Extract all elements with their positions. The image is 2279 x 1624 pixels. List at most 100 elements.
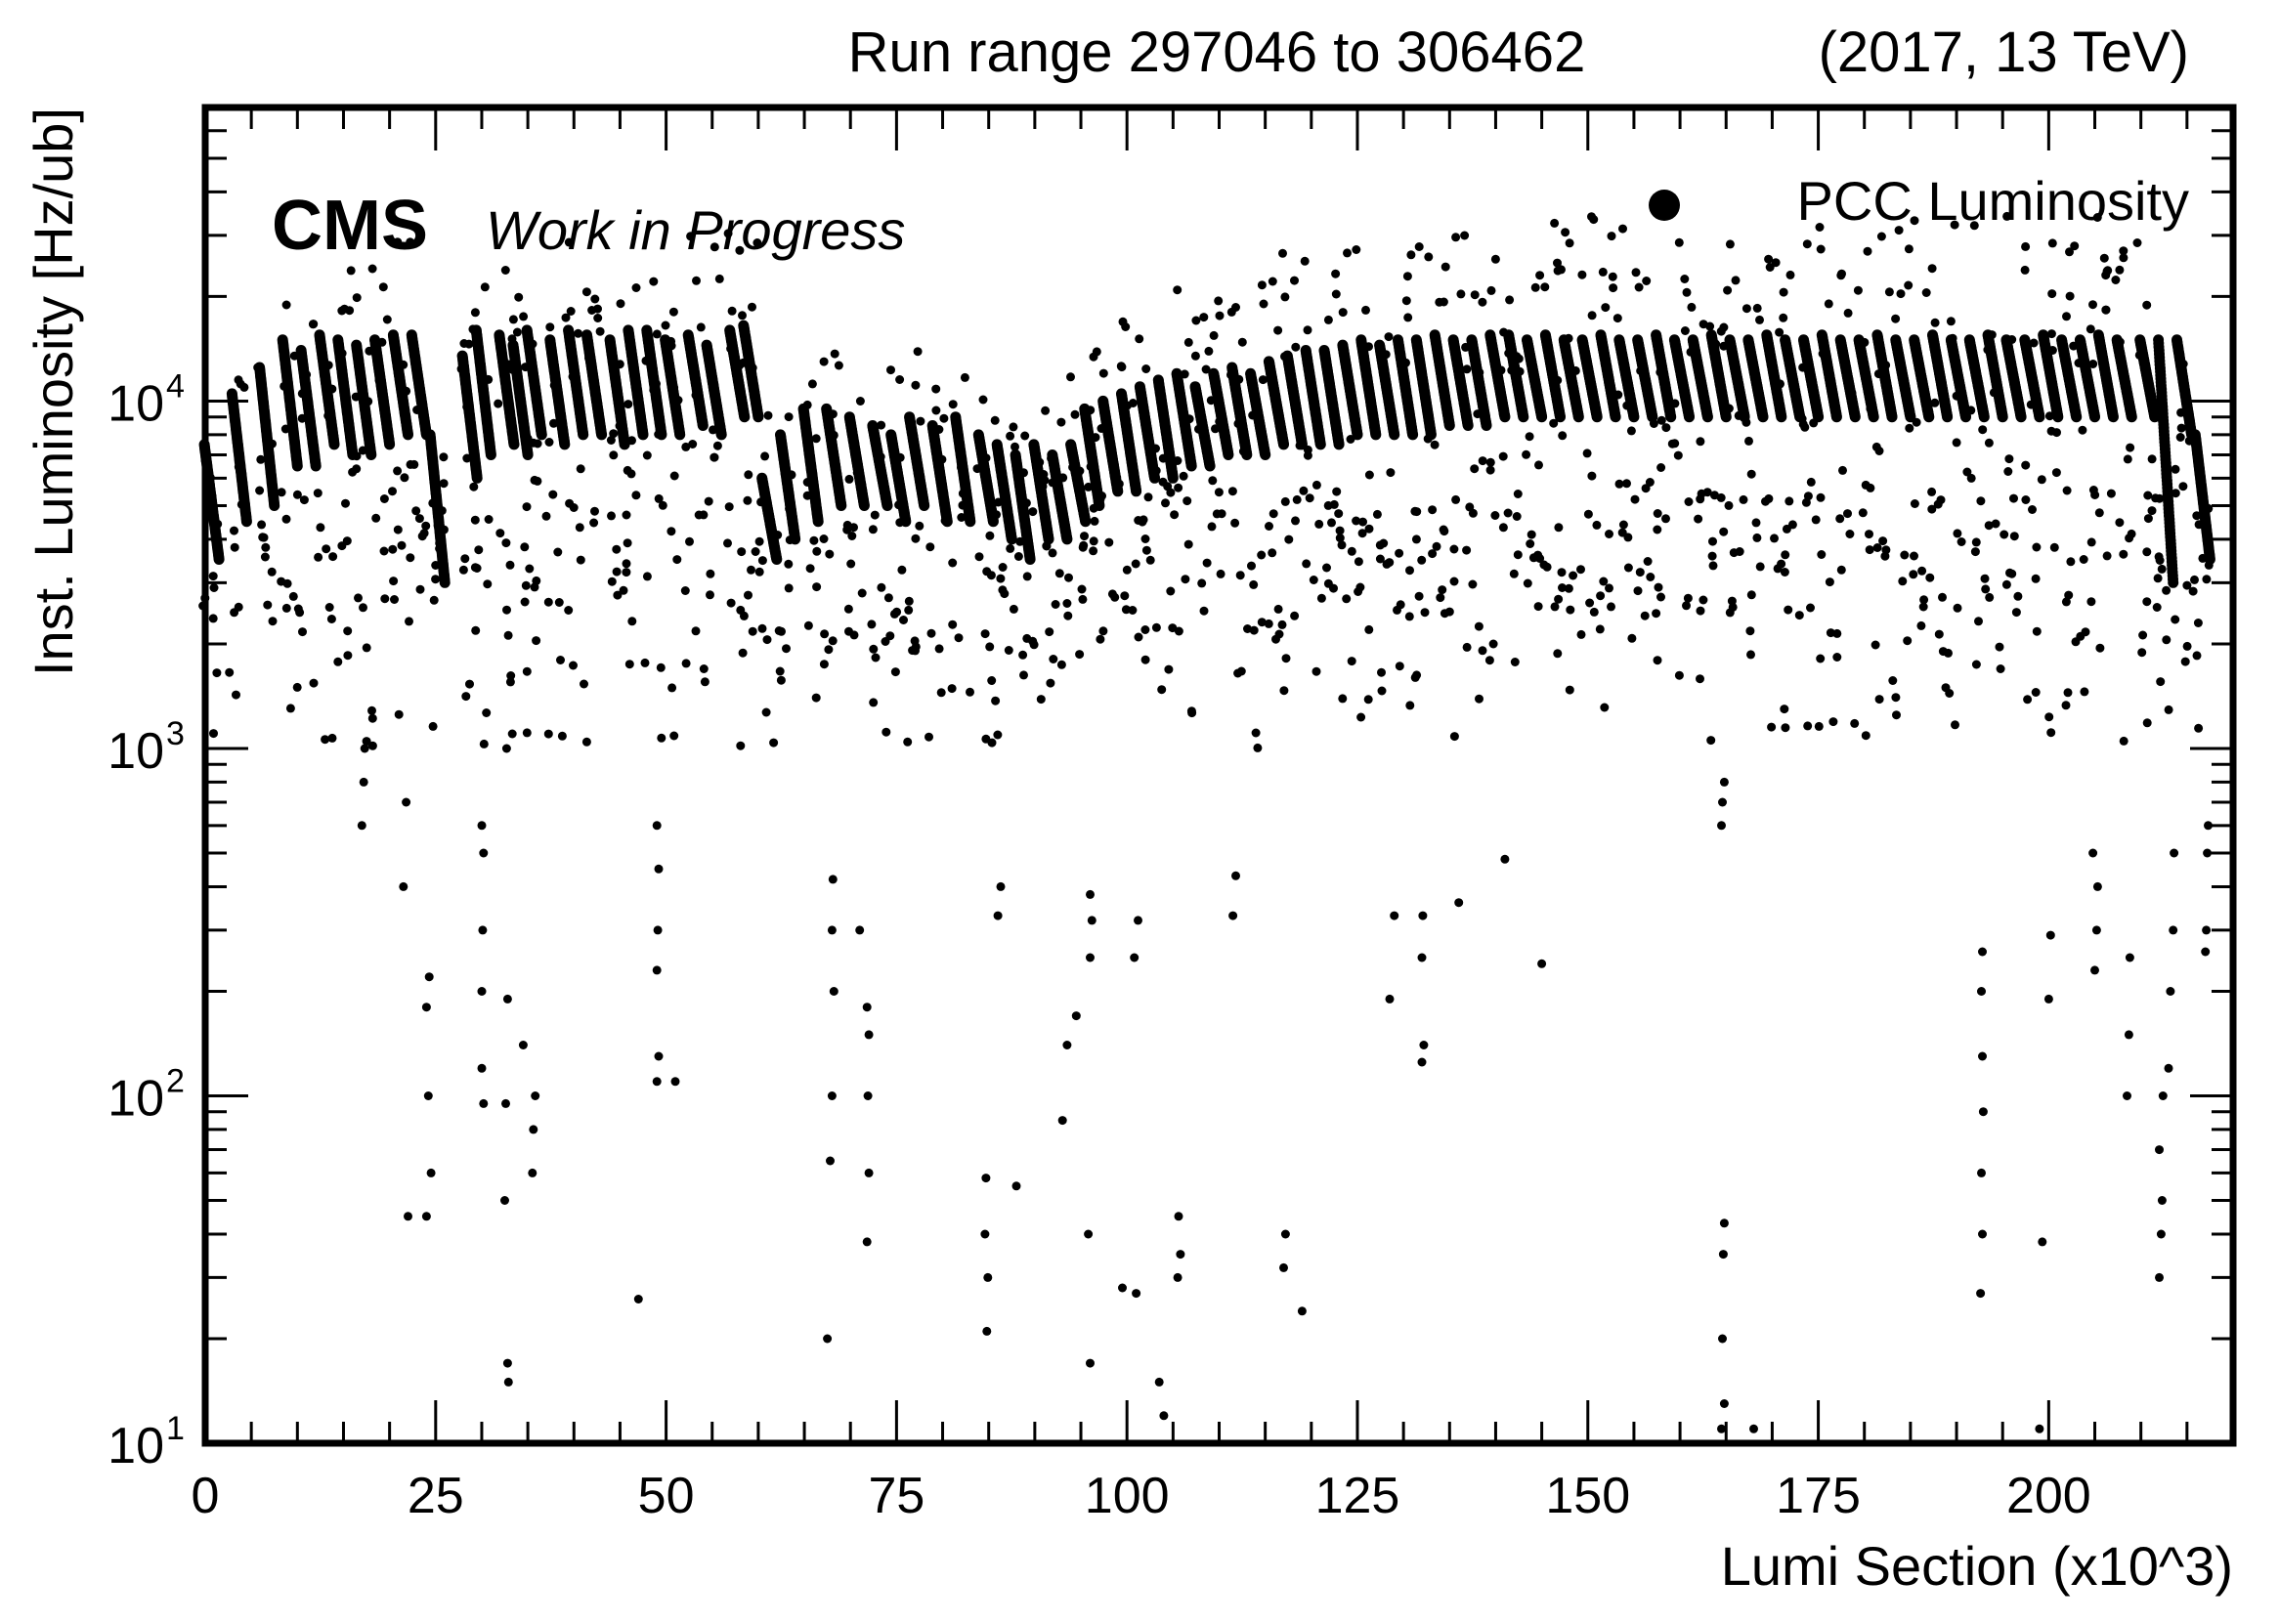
data-point <box>316 523 325 533</box>
data-point <box>807 379 817 389</box>
data-point <box>883 593 893 603</box>
data-point <box>688 440 698 449</box>
data-point <box>844 474 854 484</box>
data-point <box>743 495 752 505</box>
data-point <box>870 510 880 520</box>
data-point <box>1314 439 1326 450</box>
data-point <box>292 682 302 692</box>
data-point <box>1048 478 1057 488</box>
data-point <box>581 737 591 747</box>
data-point <box>699 510 709 520</box>
data-point <box>1206 396 1216 406</box>
data-point <box>911 534 921 543</box>
data-point <box>390 595 399 604</box>
data-point <box>829 430 838 440</box>
data-point <box>802 491 812 500</box>
data-point <box>948 620 958 629</box>
data-point <box>680 586 690 595</box>
data-point <box>1251 728 1261 738</box>
data-point <box>1247 561 1256 571</box>
data-point <box>1273 604 1283 614</box>
data-point <box>1104 537 1114 547</box>
data-point <box>819 357 829 366</box>
data-point <box>1004 646 1013 655</box>
data-point <box>574 328 583 338</box>
data-point <box>532 576 541 585</box>
data-point <box>367 264 377 274</box>
data-point <box>1323 315 1333 324</box>
data-point <box>544 438 554 447</box>
data-point <box>523 434 533 444</box>
data-point <box>587 306 597 315</box>
data-point <box>802 478 812 487</box>
data-point <box>654 430 664 439</box>
data-point <box>512 327 522 337</box>
data-point <box>777 626 786 636</box>
data-point <box>352 464 362 474</box>
data-point <box>269 500 280 511</box>
data-point <box>1054 569 1064 578</box>
data-point <box>389 577 399 586</box>
data-point <box>1089 352 1098 362</box>
data-point <box>1029 640 1039 650</box>
data-point <box>462 403 472 411</box>
data-point <box>752 238 762 247</box>
data-point <box>1167 472 1179 484</box>
chart-subtitle: (2017, 13 TeV) <box>1819 21 2189 84</box>
data-point <box>712 441 722 450</box>
data-point <box>890 667 900 677</box>
data-point <box>1181 575 1190 584</box>
data-point <box>593 314 603 322</box>
data-point <box>624 660 634 669</box>
data-point <box>957 463 966 472</box>
data-point <box>805 564 815 574</box>
data-point <box>842 520 852 530</box>
data-point <box>417 532 427 541</box>
data-point <box>503 630 513 640</box>
data-point <box>1174 483 1183 492</box>
data-point <box>877 582 886 592</box>
data-point <box>569 661 578 670</box>
data-point <box>723 538 732 548</box>
data-point <box>479 739 489 748</box>
data-point <box>533 476 542 486</box>
data-point <box>553 547 563 557</box>
data-point <box>209 583 219 592</box>
data-point <box>439 479 449 489</box>
data-point <box>543 729 553 739</box>
data-point <box>1299 486 1309 495</box>
data-point <box>685 536 694 546</box>
data-point <box>1264 619 1273 628</box>
data-point <box>1327 518 1336 528</box>
data-point <box>911 380 921 390</box>
data-point <box>288 591 298 601</box>
data-point <box>1207 522 1217 532</box>
data-point <box>615 360 624 369</box>
data-point <box>1215 311 1225 321</box>
data-point <box>736 741 746 750</box>
data-point <box>240 516 252 528</box>
data-point <box>267 567 277 577</box>
data-point <box>637 429 649 441</box>
data-point <box>519 312 529 321</box>
data-point <box>456 364 466 374</box>
data-point <box>406 237 415 247</box>
data-point <box>669 731 679 741</box>
data-point <box>819 534 829 543</box>
data-point <box>1186 706 1196 716</box>
data-point <box>532 636 541 646</box>
data-point <box>508 364 518 374</box>
data-point <box>886 365 895 375</box>
data-point <box>1352 245 1361 254</box>
data-point <box>1110 592 1120 602</box>
data-point <box>925 542 935 552</box>
data-point <box>1290 611 1300 620</box>
data-point <box>667 683 677 693</box>
data-point <box>1080 516 1092 528</box>
data-point <box>1259 299 1268 309</box>
data-point <box>346 266 356 276</box>
data-point <box>280 424 290 434</box>
data-point <box>1038 482 1048 491</box>
data-point <box>525 564 535 574</box>
data-point <box>937 454 947 464</box>
